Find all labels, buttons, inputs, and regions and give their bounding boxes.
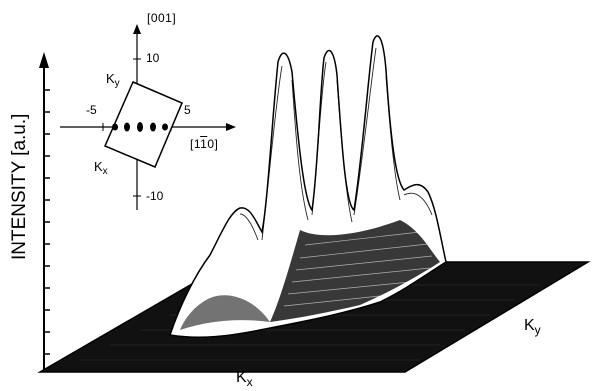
intensity-surface	[169, 35, 447, 339]
inset-vertical-direction-label: [001]	[147, 11, 177, 25]
intensity-axis-label: INTENSITY [a.u.]	[9, 113, 30, 260]
inset-tick-left: -5	[86, 103, 97, 117]
kx-axis-letter: K	[236, 369, 247, 386]
ky-axis-letter: K	[524, 317, 535, 334]
inset-horizontal-direction-end: 0]	[207, 137, 219, 151]
intensity-axis-ticks	[44, 89, 50, 355]
inset-horizontal-direction-start: [1	[190, 137, 201, 151]
inset-horizontal-direction-bar: 1	[200, 137, 208, 151]
ky-axis-sub: y	[534, 323, 541, 337]
ky-axis-label: Ky	[524, 317, 541, 337]
inset-kx-letter: K	[94, 159, 103, 174]
inset-tick-down: -10	[146, 189, 164, 203]
intensity-axis-title: INTENSITY [a.u.]	[9, 113, 30, 260]
inset-kx-label: Kx	[94, 160, 108, 177]
surface-striations	[283, 231, 433, 307]
inset-ky-letter: K	[106, 71, 115, 86]
inset-kx-sub: x	[102, 166, 108, 177]
surface-contours	[239, 47, 433, 241]
kx-axis-sub: x	[246, 375, 253, 389]
surface-shadow	[270, 220, 440, 322]
kx-axis-label: Kx	[236, 369, 253, 389]
intensity-axis	[39, 52, 50, 372]
inset-ky-label: Ky	[106, 72, 120, 89]
inset-tick-right: 5	[184, 103, 191, 117]
inset-tick-up: 10	[146, 51, 160, 65]
inset-ky-sub: y	[114, 78, 120, 89]
inset-diagram	[60, 24, 236, 210]
inset-spots	[112, 122, 168, 132]
inset-horizontal-direction-label: [110]	[190, 138, 218, 150]
